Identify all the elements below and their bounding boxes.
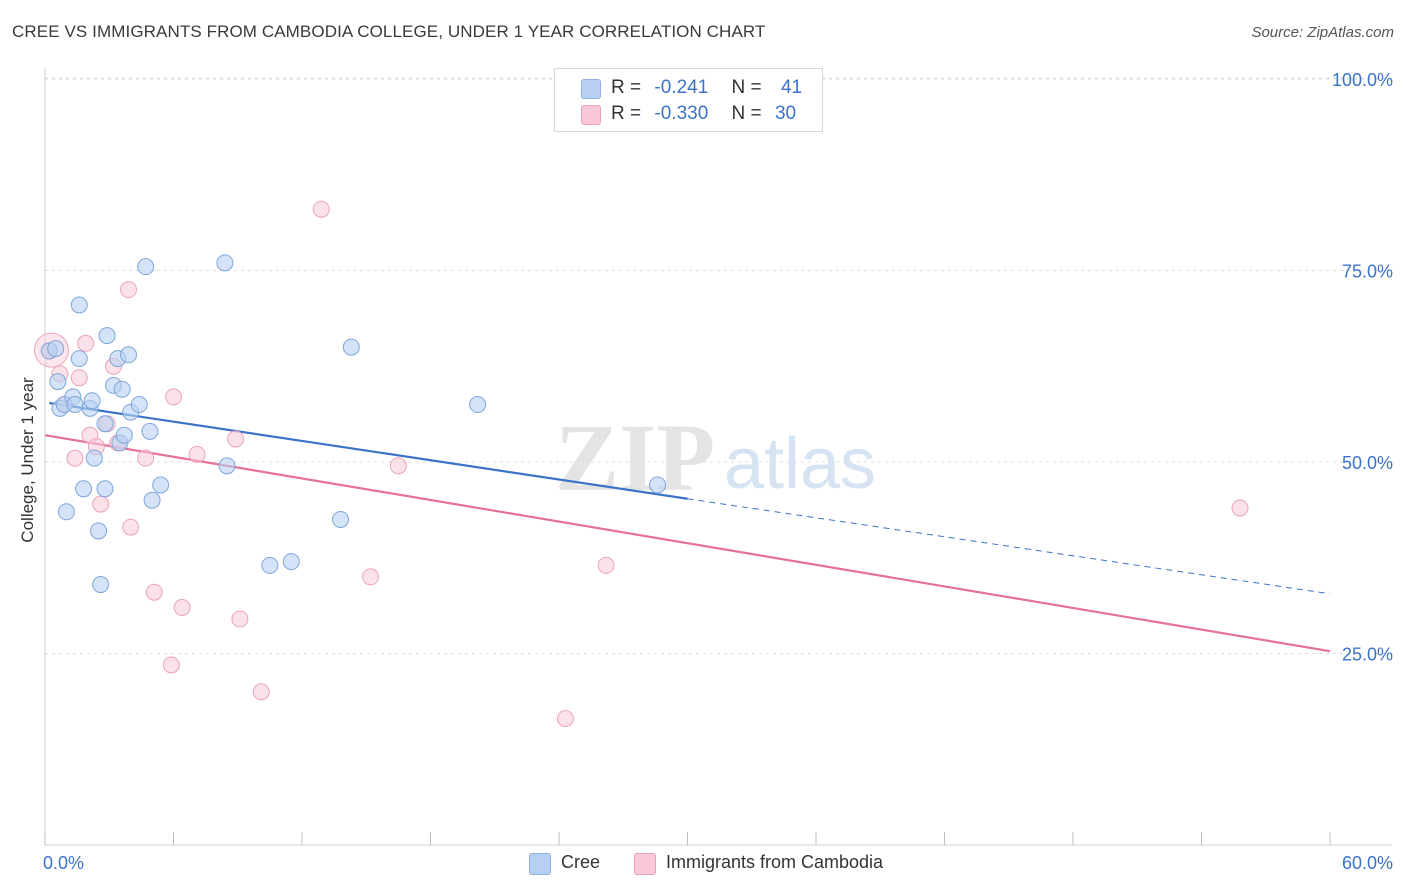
axes [44,68,1392,846]
cree-point [92,576,110,594]
x-tick-label-max: 60.0% [1342,853,1393,873]
cree-point [282,553,300,571]
trend-lines [44,401,1331,653]
cambodia-point [188,445,206,463]
cree-point [469,396,487,414]
chart-title: CREE VS IMMIGRANTS FROM CAMBODIA COLLEGE… [12,22,766,41]
cambodia-trend-line [44,434,1331,653]
bottom-cambodia-label: Immigrants from Cambodia [666,852,884,872]
cambodia-point [389,457,407,475]
tick-labels: 25.0% 50.0% 75.0% 100.0% 0.0% 60.0% [43,70,1393,873]
cree-point [96,415,114,433]
points-cree [40,254,667,594]
source-label: Source: ZipAtlas.com [1251,24,1394,41]
cree-point [113,380,131,398]
cree-n-label: N = [731,77,762,98]
cree-point [75,480,93,498]
cree-trend-line [49,401,688,500]
cree-r-label: R = [611,77,642,98]
cambodia-point [120,281,138,299]
cree-swatch [581,79,601,99]
cree-point [66,396,84,414]
y-tick-label: 50.0% [1342,453,1393,473]
cree-point [218,457,236,475]
cree-point [137,258,155,276]
cree-point [98,327,116,345]
cambodia-point [165,388,182,406]
watermark-atlas: atlas [724,424,876,504]
cree-point [115,426,133,444]
bottom-cree-swatch [529,853,551,875]
bottom-cree-label: Cree [561,852,601,872]
cree-point [342,338,360,356]
x-tick-label-min: 0.0% [43,853,84,873]
cree-point [90,522,108,540]
bottom-cambodia-swatch [634,853,656,875]
cree-n-value: 41 [780,77,803,98]
cambodia-point [252,683,270,701]
cambodia-point [556,710,574,728]
cambodia-point [77,334,95,352]
cambodia-point [92,495,110,513]
y-tick-label: 100.0% [1332,70,1393,90]
cambodia-point [66,449,84,467]
cree-point [85,449,103,467]
cambodia-point [173,599,191,617]
cree-point [70,296,88,314]
y-axis-label: College, Under 1 year [18,377,37,543]
cree-point [47,340,65,358]
cambodia-point [597,556,615,574]
correlation-legend: R = -0.241 N = 41 R = -0.330 N = 30 [554,68,823,132]
bottom-legend-cambodia: Immigrants from Cambodia [634,852,884,875]
cambodia-point [137,449,155,467]
watermark-zip: ZIP [555,404,715,511]
cambodia-point [1231,499,1249,517]
y-tick-label: 75.0% [1342,262,1393,282]
cree-point [332,510,350,528]
grid [45,77,1392,654]
cambodia-point [162,656,180,674]
cree-point [70,350,88,368]
cambodia-point [312,200,330,218]
cambodia-r-label: R = [611,103,642,124]
cree-point [57,503,75,521]
watermark: ZIP atlas [555,404,876,511]
cambodia-swatch [581,105,601,125]
cambodia-point [70,369,88,387]
bottom-legend-cree: Cree [529,852,601,875]
cambodia-point [145,583,163,601]
cree-point [120,346,138,364]
cree-trend-extension [687,498,1331,595]
y-tick-label: 25.0% [1342,645,1393,665]
cree-point [49,373,67,391]
cambodia-point [231,610,249,628]
cambodia-point [227,430,245,448]
cree-point [649,476,667,494]
cree-point [130,396,148,414]
legend-row-cree: R = -0.241 N = 41 [581,77,802,99]
cree-point [96,480,114,498]
cree-point [83,392,101,410]
cree-point [216,254,234,272]
cree-point [152,476,170,494]
cambodia-n-label: N = [731,103,762,124]
cree-r-value: -0.241 [654,77,709,98]
cambodia-r-value: -0.330 [654,103,709,124]
cree-point [141,422,159,440]
cree-point [143,491,161,509]
cambodia-point [362,568,380,586]
legend-row-cambodia: R = -0.330 N = 30 [581,103,796,125]
cambodia-point [122,518,140,536]
cree-point [261,556,279,574]
cambodia-n-value: 30 [774,103,797,124]
